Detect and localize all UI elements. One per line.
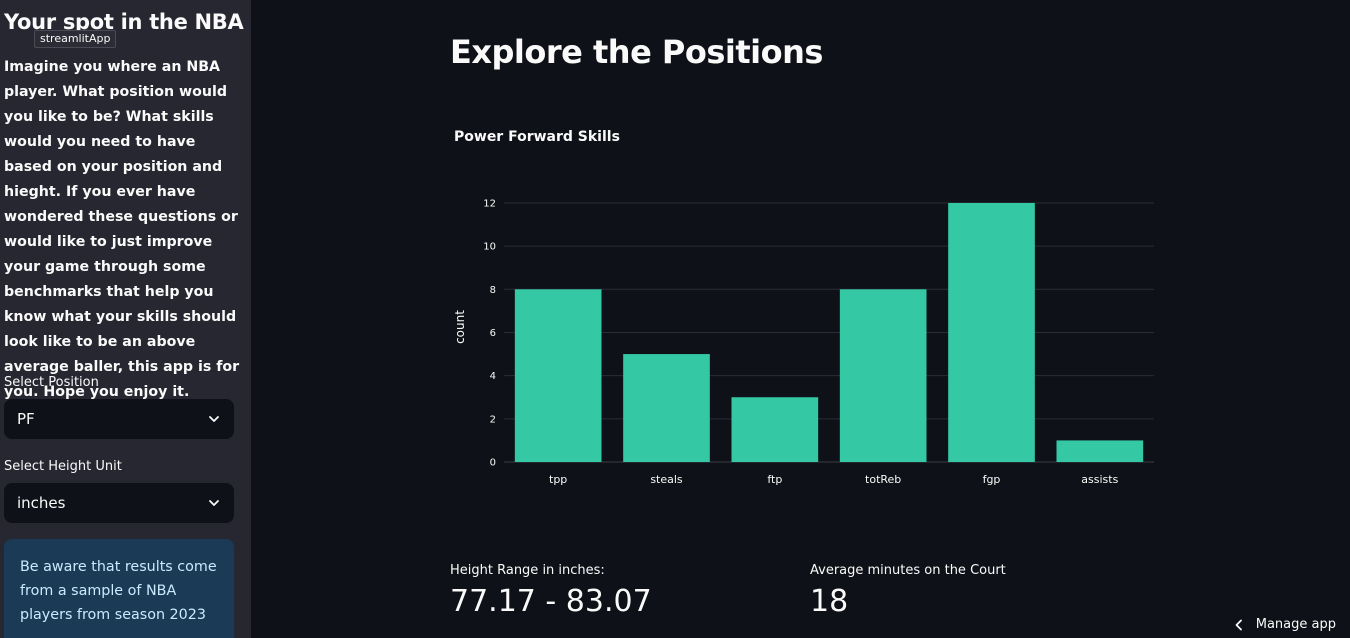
bar-assists[interactable] xyxy=(1056,440,1144,462)
chevron-left-icon xyxy=(1235,619,1242,630)
y-tick-label: 10 xyxy=(483,242,496,253)
y-tick-label: 8 xyxy=(490,285,496,296)
position-select[interactable]: PF xyxy=(4,399,234,439)
x-tick-label: steals xyxy=(650,473,683,486)
x-tick-label: tpp xyxy=(549,473,567,486)
minutes-value: 18 xyxy=(810,584,849,619)
y-tick-label: 12 xyxy=(483,198,496,209)
height-unit-select-value: inches xyxy=(17,494,66,512)
y-tick-label: 4 xyxy=(490,371,496,382)
y-tick-label: 6 xyxy=(490,328,496,339)
height-unit-select[interactable]: inches xyxy=(4,483,234,523)
y-tick-label: 2 xyxy=(490,414,496,425)
chevron-down-icon xyxy=(209,416,219,422)
height-range-value: 77.17 - 83.07 xyxy=(450,584,652,619)
y-axis-label: count xyxy=(453,310,467,344)
bar-tpp[interactable] xyxy=(514,289,602,462)
height-range-metric: Height Range in inches: 77.17 - 83.07 xyxy=(450,563,652,619)
bar-ftp[interactable] xyxy=(731,397,819,462)
height-range-label: Height Range in inches: xyxy=(450,563,605,578)
bar-steals[interactable] xyxy=(623,354,710,462)
manage-app-label: Manage app xyxy=(1255,617,1336,632)
page-title: Explore the Positions xyxy=(450,33,823,71)
app-tooltip: streamlitApp xyxy=(34,30,117,48)
chart-title: Power Forward Skills xyxy=(454,129,620,145)
x-tick-label: ftp xyxy=(767,473,782,486)
sidebar-intro-text: Imagine you where an NBA player. What po… xyxy=(4,59,240,400)
bar-fgp[interactable] xyxy=(948,202,1035,462)
x-tick-label: fgp xyxy=(983,473,1001,486)
x-tick-label: assists xyxy=(1081,473,1118,486)
chevron-down-icon xyxy=(209,500,219,506)
bar-chart-svg: Power Forward Skills 0 2 4 6 8 10 12 tpp steals… xyxy=(453,129,1154,486)
minutes-label: Average minutes on the Court xyxy=(810,563,1006,578)
x-tick-label: totReb xyxy=(865,473,901,486)
position-select-value: PF xyxy=(17,410,35,428)
position-select-label: Select Position xyxy=(4,375,99,390)
manage-app-button[interactable]: Manage app xyxy=(1234,617,1336,632)
bar-totReb[interactable] xyxy=(839,289,927,462)
sidebar: Your spot in the NBA streamlitApp Imagin… xyxy=(0,0,251,638)
minutes-metric: Average minutes on the Court 18 xyxy=(810,563,1006,619)
skills-chart: Power Forward Skills 0 2 4 6 8 10 12 tpp steals… xyxy=(450,120,1170,510)
height-unit-select-label: Select Height Unit xyxy=(4,459,122,474)
info-alert: Be aware that results come from a sample… xyxy=(4,539,234,638)
y-tick-label: 0 xyxy=(490,458,496,469)
